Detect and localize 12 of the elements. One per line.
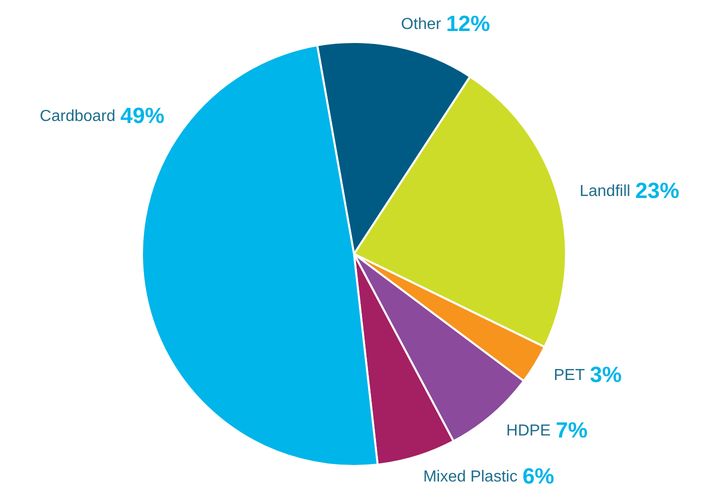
slice-label: Other: [401, 16, 442, 34]
data-label: 3%: [590, 362, 622, 387]
data-label: 23%: [635, 178, 680, 203]
slice-label: PET: [554, 367, 586, 384]
slice-label: HDPE: [506, 422, 551, 440]
slice-label: Landfill: [580, 183, 630, 200]
data-label: 7%: [556, 417, 588, 442]
data-label: 49%: [120, 102, 164, 128]
data-label: 6%: [522, 463, 554, 488]
slice-label: Mixed Plastic: [423, 468, 518, 486]
slice-label: Cardboard: [40, 108, 116, 126]
data-label: 12%: [446, 10, 490, 36]
